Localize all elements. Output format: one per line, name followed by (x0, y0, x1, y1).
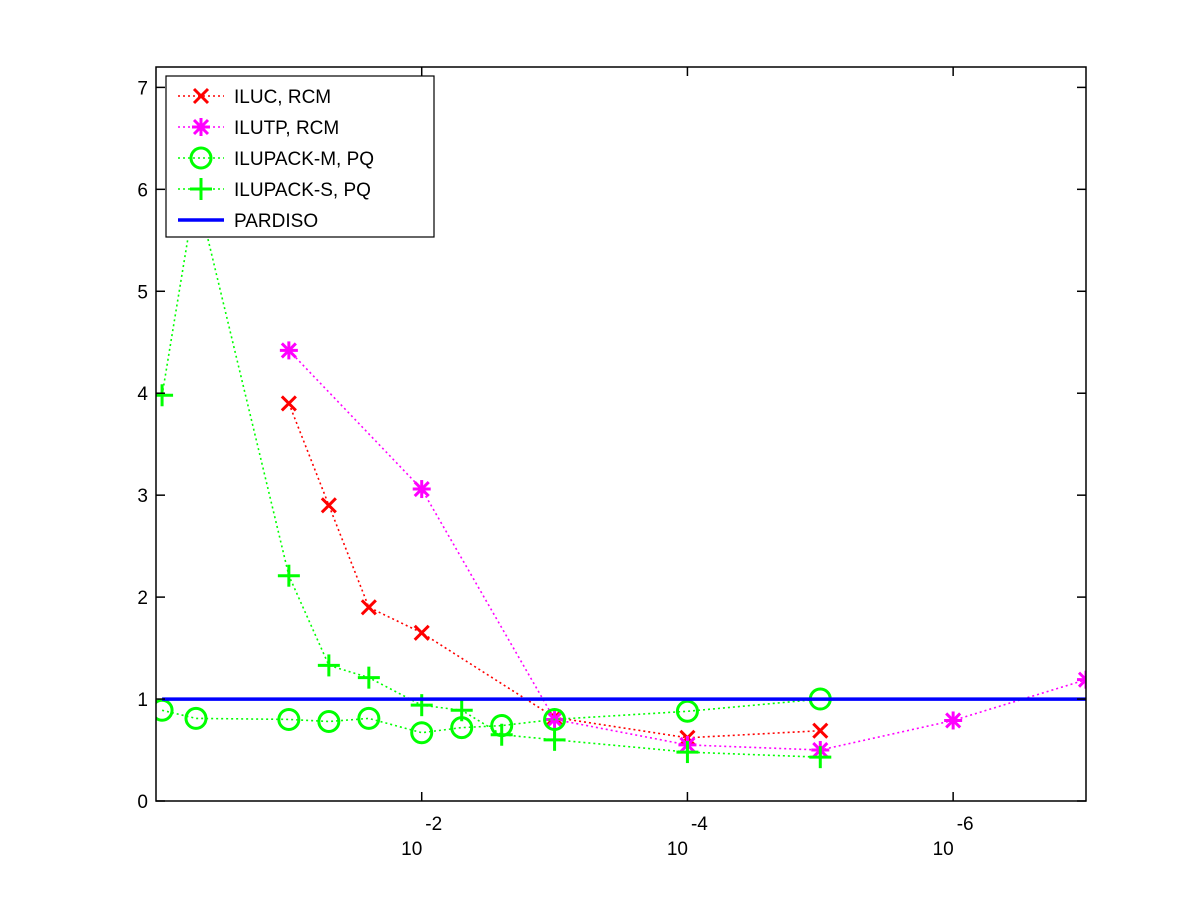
legend-entry: ILUPACK-M, PQ (178, 146, 374, 170)
data-point (317, 709, 341, 733)
x-tick-exponent: -4 (691, 814, 708, 835)
data-point (450, 699, 473, 722)
legend-marker (192, 87, 210, 105)
legend-marker (192, 118, 210, 136)
y-tick-label: 3 (137, 486, 148, 507)
legend-label: ILUC, RCM (234, 87, 331, 108)
legend-entry: ILUPACK-S, PQ (178, 178, 371, 201)
data-point (277, 564, 300, 587)
x-tick-base: 10 (933, 839, 954, 860)
legend-label: PARDISO (234, 211, 318, 232)
y-tick-label: 5 (137, 282, 148, 303)
data-point (279, 341, 298, 360)
data-point (1077, 670, 1086, 689)
data-point (357, 666, 380, 689)
data-point (360, 599, 377, 616)
data-point (676, 741, 699, 764)
x-tick-base: 10 (667, 839, 688, 860)
data-point (812, 722, 829, 739)
plot-frame (155, 66, 1087, 802)
data-point (357, 706, 381, 730)
legend-entry: ILUTP, RCM (178, 118, 339, 139)
data-point (413, 624, 430, 641)
data-point (675, 699, 699, 723)
y-tick-label: 0 (137, 792, 148, 813)
data-point (317, 654, 340, 677)
x-tick-label: -210 (401, 814, 442, 860)
y-tick-label: 4 (137, 384, 148, 405)
legend: ILUC, RCM ILUTP, RCM ILUPACK-M, PQ ILUPACK-… (165, 75, 435, 238)
data-point (280, 395, 297, 412)
legend-entry: PARDISO (178, 211, 318, 232)
legend-label: ILUTP, RCM (234, 118, 339, 139)
y-tick-label: 1 (137, 690, 148, 711)
data-point (412, 480, 431, 499)
y-tick-label: 6 (137, 180, 148, 201)
data-point (543, 728, 566, 751)
legend-label: ILUPACK-S, PQ (234, 180, 371, 201)
x-tick-exponent: -2 (425, 814, 442, 835)
legend-entry: ILUC, RCM (178, 87, 331, 108)
data-point (944, 711, 963, 730)
data-point (156, 384, 174, 407)
x-tick-base: 10 (401, 839, 422, 860)
data-point (277, 707, 301, 731)
data-point (156, 698, 174, 722)
data-point (809, 746, 832, 769)
legend-label: ILUPACK-M, PQ (234, 149, 374, 170)
data-point (410, 721, 434, 745)
legend-marker (190, 178, 212, 200)
y-tick-label: 2 (137, 588, 148, 609)
y-tick-label: 7 (137, 78, 148, 99)
x-tick-label: -610 (933, 814, 974, 860)
series-line (161, 698, 821, 734)
x-tick-label: -410 (667, 814, 708, 860)
x-tick-exponent: -6 (957, 814, 974, 835)
data-point (184, 706, 208, 730)
data-point (490, 723, 513, 746)
data-point (320, 497, 337, 514)
legend-marker (189, 146, 213, 170)
